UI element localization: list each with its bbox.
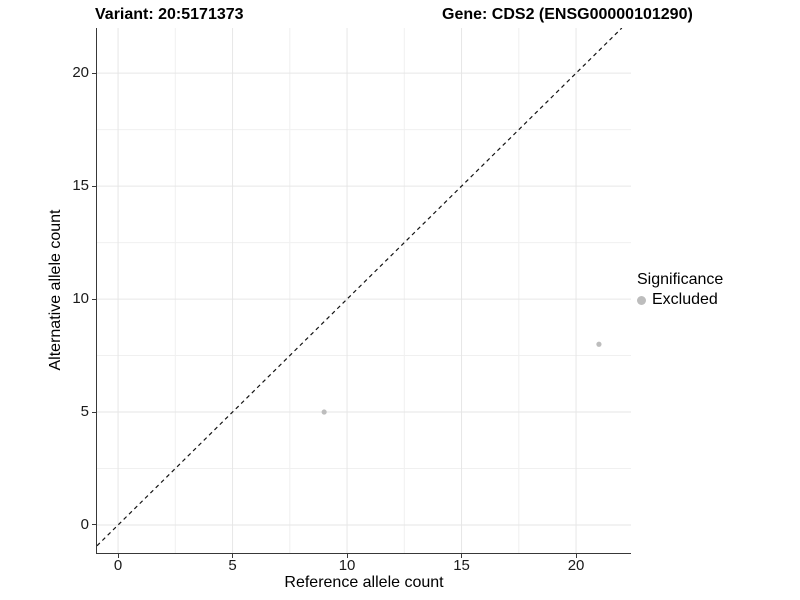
- x-tick-mark: [232, 554, 234, 558]
- x-tick-label: 0: [113, 557, 123, 574]
- data-point: [596, 341, 602, 347]
- x-tick-label: 15: [453, 557, 470, 574]
- x-tick-label: 20: [567, 557, 585, 574]
- identity-dashed-line: [97, 28, 623, 547]
- y-tick-label: 5: [80, 403, 89, 421]
- y-tick-mark: [92, 411, 96, 413]
- x-tick-label: 10: [338, 557, 356, 574]
- x-axis-title: Reference allele count: [284, 574, 444, 591]
- y-tick-mark: [92, 524, 96, 526]
- excluded-point-icon: [637, 295, 646, 305]
- y-tick-mark: [92, 185, 96, 187]
- y-tick-label: 15: [72, 177, 89, 195]
- x-tick-label: 5: [228, 557, 237, 574]
- x-tick-mark: [461, 554, 463, 558]
- x-tick-mark: [346, 554, 348, 558]
- plot-panel: [96, 28, 631, 554]
- legend-item-excluded: Excluded: [637, 291, 723, 309]
- y-tick-mark: [92, 298, 96, 300]
- y-axis-title: Alternative allele count: [47, 209, 64, 371]
- legend-item-label: Excluded: [652, 291, 718, 308]
- plot-canvas: [97, 28, 631, 553]
- y-tick-label: 0: [80, 515, 89, 533]
- y-tick-mark: [92, 72, 96, 74]
- plot-title-gene: Gene: CDS2 (ENSG00000101290): [442, 6, 693, 23]
- x-tick-mark: [575, 554, 577, 558]
- x-tick-mark: [117, 554, 119, 558]
- plot-title-variant: Variant: 20:5171373: [95, 6, 244, 23]
- y-tick-label: 10: [72, 290, 89, 308]
- legend: Significance Excluded: [637, 271, 723, 309]
- y-tick-label: 20: [72, 64, 89, 82]
- data-point: [321, 409, 327, 415]
- legend-title: Significance: [637, 271, 724, 288]
